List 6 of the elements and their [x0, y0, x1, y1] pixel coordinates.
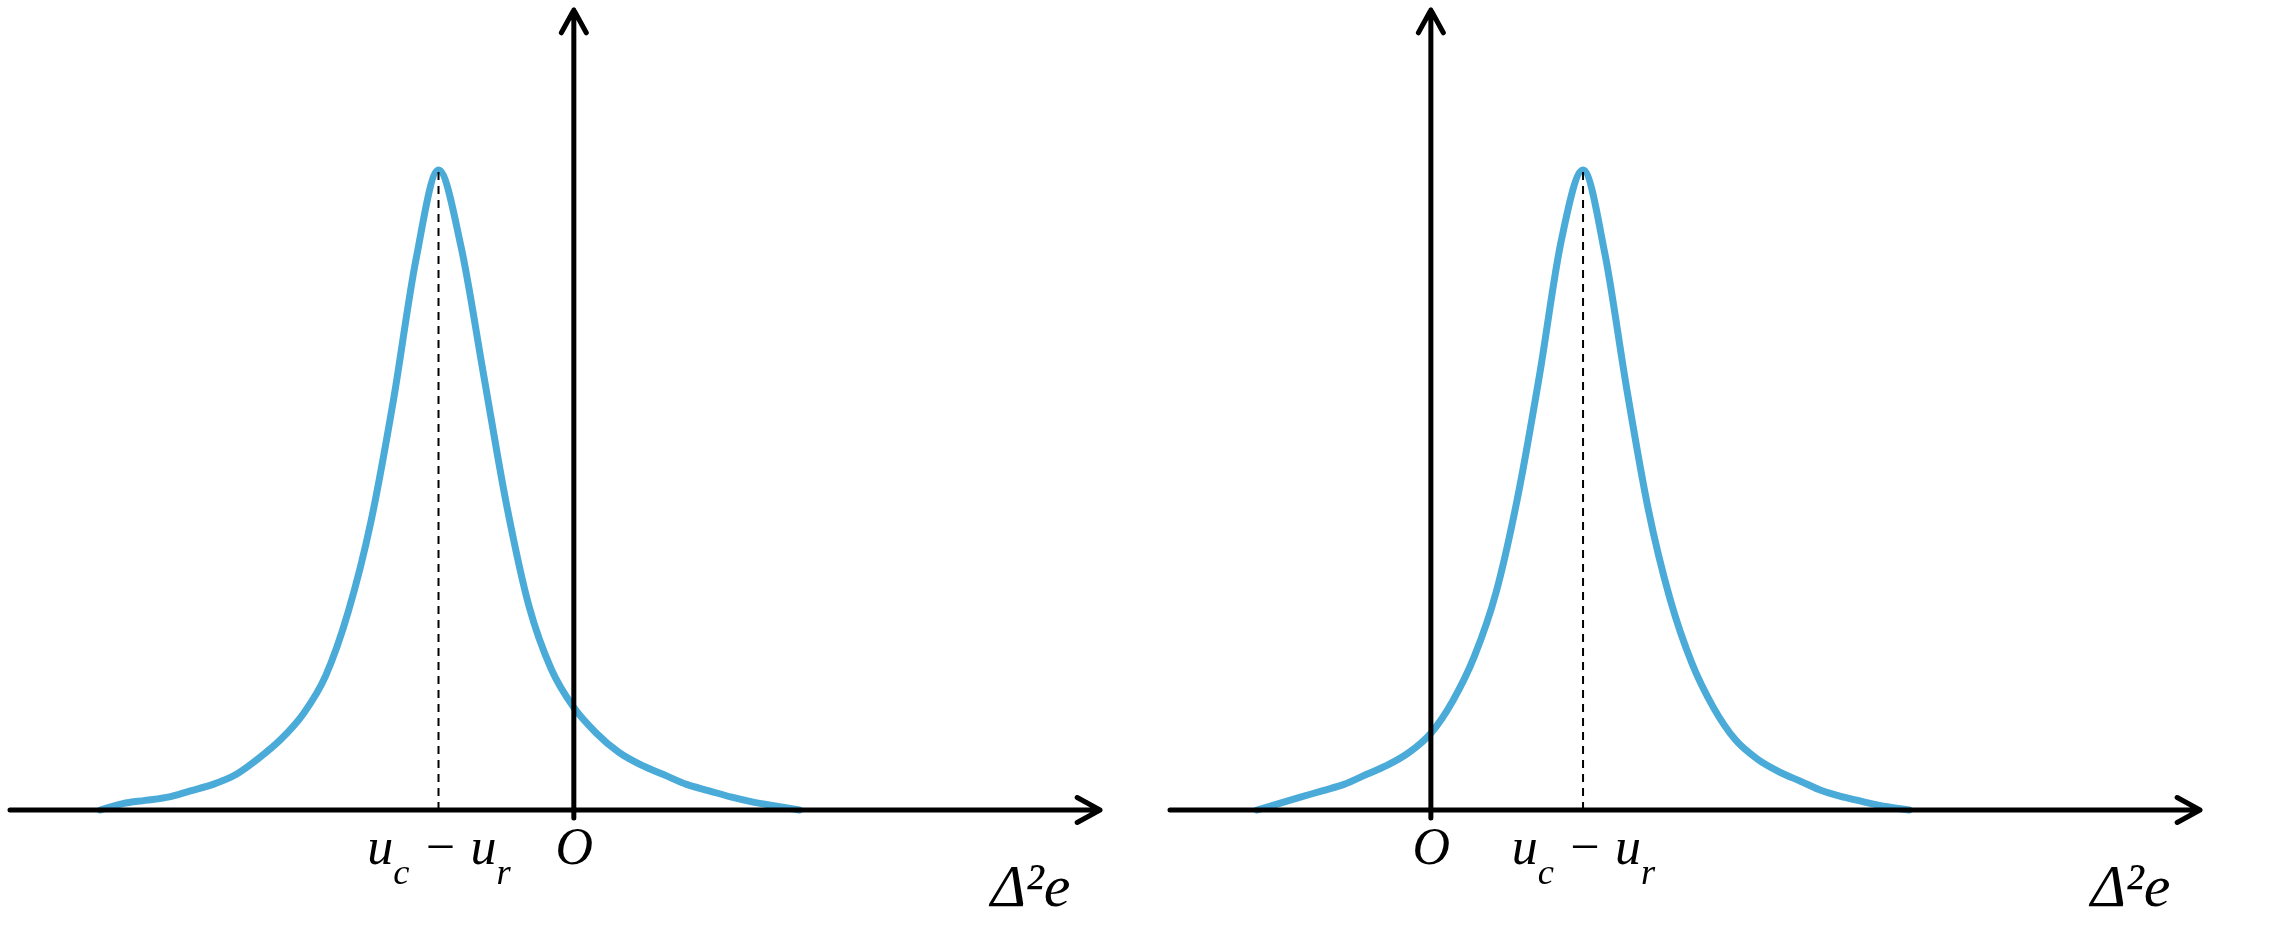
x-axis-title: Δ²e — [988, 852, 1071, 919]
x-tick-label: O — [1412, 817, 1451, 875]
x-axis-title: Δ²e — [2088, 852, 2171, 919]
x-tick-label: u$_{c}$ − u$_{r}$ — [367, 817, 512, 892]
x-tick-label: O — [555, 817, 594, 875]
x-tick-label: u$_{c}$ − u$_{r}$ — [1511, 817, 1657, 892]
